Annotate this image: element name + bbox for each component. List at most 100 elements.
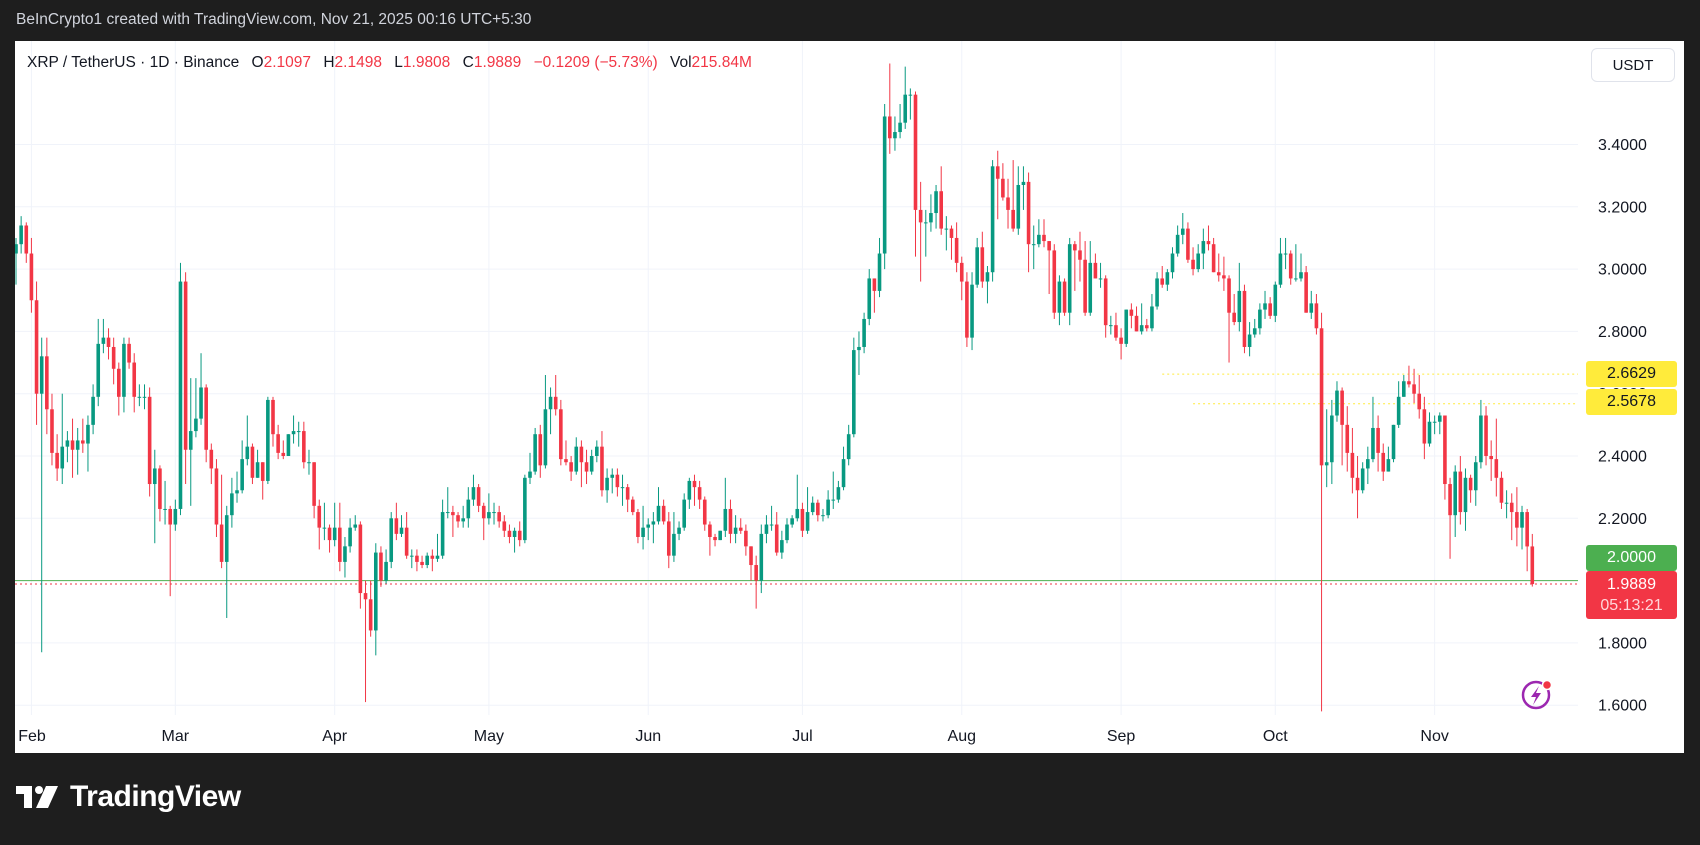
candle [1165,269,1170,291]
candle [1437,412,1442,435]
candle [656,487,661,525]
candle-body [584,462,589,472]
candle [240,440,244,494]
candle [954,222,959,273]
candle-body [1186,228,1190,260]
candle-body [970,284,974,338]
candle-body [1525,512,1529,547]
candle-body [1422,409,1427,444]
candle-body [70,440,75,450]
volume-value: 215.84M [691,54,752,71]
candle [368,580,373,637]
candle-body [374,552,378,631]
candle [1530,533,1535,587]
candle [461,505,465,528]
candle [543,375,548,469]
candle [589,449,594,475]
candle [1366,446,1370,485]
candle [661,499,666,525]
candle-body [214,468,219,525]
candle [908,88,913,120]
alert-price-label-2[interactable]: 2.5678 [1586,389,1677,415]
candle-body [1432,421,1437,423]
x-tick-label: Feb [18,728,46,745]
candle-body [1242,290,1247,347]
lightning-icon[interactable] [1520,677,1556,718]
candle [60,393,65,485]
candle [219,474,224,569]
candle [1052,244,1057,319]
candle-body [821,515,825,517]
candle [1278,237,1283,288]
candle [836,480,841,503]
candle-body [548,396,553,410]
candle-body [1206,241,1211,245]
candle [754,555,758,609]
brand-name: TradingView [70,780,241,813]
candle [1319,312,1324,712]
candle-body [1016,184,1021,229]
candle-body [332,527,337,541]
candle [548,387,553,435]
candle-body [975,247,979,285]
currency-button[interactable]: USDT [1591,48,1675,82]
candle [579,440,584,488]
candle-body [857,346,861,351]
candle-body [872,278,877,291]
x-tick-label: Sep [1107,728,1136,745]
candle [34,281,39,425]
candle-body [466,499,471,519]
candle-body [1371,427,1375,460]
candle [780,530,784,559]
candle [1268,297,1272,319]
candle-body [1324,462,1329,466]
candle-body [1098,278,1103,280]
candle [1175,225,1180,257]
candle-body [358,524,363,594]
candle [1412,368,1416,404]
alert-price-label-1[interactable]: 2.6629 [1586,361,1677,387]
candle [209,443,214,485]
candle-body [425,555,429,566]
candle [384,549,388,584]
top-bar: BeInCrypto1 created with TradingView.com… [0,0,1700,41]
candle-body [343,546,347,562]
candle-body [1011,209,1015,229]
candle-body [1468,477,1473,491]
candle [1006,178,1010,229]
candle-body [723,508,728,531]
candle [1021,166,1026,210]
candle [214,459,219,537]
symbol-title[interactable]: XRP / TetherUS · 1D · Binance [27,54,240,71]
candle-body [111,346,116,369]
candle [451,505,455,537]
candle [888,63,892,154]
candle-body [836,487,841,500]
candle-body [1026,181,1031,245]
candle-body [250,446,255,478]
candle [466,487,471,528]
candle [600,431,604,497]
price-axis[interactable]: 1.60001.80002.20002.40002.60002.80003.00… [1598,137,1647,715]
candle-body [415,555,419,562]
candle [235,471,239,503]
chart-panel[interactable] [15,41,1684,753]
candle [425,552,429,569]
candle [142,384,147,410]
candle-body [1052,250,1057,313]
candle [965,272,969,347]
candle [286,434,291,456]
candle-body [1103,278,1108,326]
time-axis[interactable]: Feb Mar Apr May Jun Jul Aug Sep Oct Nov [18,728,1449,745]
candle-body [24,225,29,254]
candle [1479,399,1483,469]
candle [19,216,23,254]
candle [39,337,44,653]
last-price-value: 1.9889 [1607,576,1656,593]
x-tick-label: Aug [948,728,976,745]
candle-body [101,337,106,344]
candle [1345,406,1350,472]
candle [1016,166,1021,235]
candle-body [183,281,188,450]
